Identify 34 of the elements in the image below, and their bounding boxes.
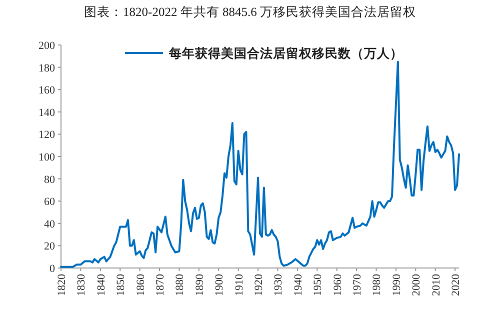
y-tick-label: 80: [44, 174, 56, 186]
x-tick-label: 2000: [410, 274, 423, 296]
x-tick-label: 1890: [194, 274, 206, 296]
legend-label: 每年获得美国合法居留权移民数（万人）: [168, 46, 403, 60]
y-tick-label: 20: [44, 240, 56, 253]
x-tick-label: 1860: [134, 274, 147, 296]
x-tick-label: 2020: [450, 274, 462, 296]
x-tick-label: 1830: [76, 274, 88, 296]
y-tick-label: 60: [44, 196, 56, 208]
x-tick-label: 1870: [154, 274, 167, 296]
x-tick-label: 1900: [214, 274, 226, 296]
x-tick-label: 1990: [390, 274, 403, 296]
x-tick-label: 2010: [430, 274, 442, 296]
y-tick-label: 100: [38, 152, 56, 164]
x-tick-label: 1840: [95, 274, 108, 296]
x-tick-label: 1940: [292, 274, 304, 296]
x-tick-label: 1950: [312, 274, 324, 296]
y-tick-label: 160: [38, 84, 56, 97]
y-tick-label: 200: [38, 40, 56, 52]
chart-title: 图表：1820-2022 年共有 8845.6 万移民获得美国合法居留权: [84, 4, 416, 19]
x-tick-label: 1920: [253, 274, 266, 296]
y-tick-label: 180: [38, 62, 56, 74]
x-tick-label: 1880: [174, 274, 186, 296]
y-tick-label: 0: [50, 263, 56, 275]
y-tick-label: 40: [44, 218, 56, 230]
x-tick-label: 1910: [233, 274, 246, 296]
x-tick-label: 1960: [332, 274, 344, 296]
x-tick-label: 1980: [371, 274, 384, 296]
y-tick-label: 140: [38, 106, 56, 119]
x-tick-label: 1970: [352, 274, 364, 296]
x-tick-label: 1930: [272, 274, 285, 296]
y-tick-label: 120: [38, 129, 56, 142]
x-tick-label: 1850: [115, 274, 128, 296]
x-tick-label: 1820: [56, 274, 68, 296]
